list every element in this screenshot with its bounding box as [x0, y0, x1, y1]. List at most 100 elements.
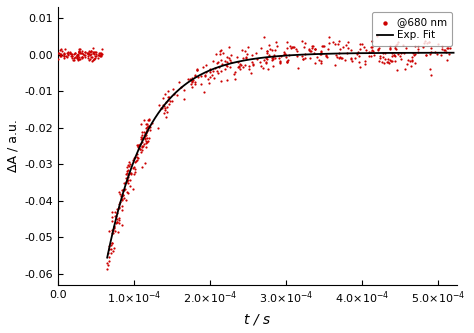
@680 nm	[216, 51, 224, 56]
@680 nm	[124, 172, 131, 177]
@680 nm	[307, 48, 314, 53]
@680 nm	[280, 52, 288, 57]
@680 nm	[211, 65, 219, 71]
@680 nm	[318, 51, 325, 56]
@680 nm	[54, 51, 62, 56]
@680 nm	[336, 51, 343, 56]
@680 nm	[227, 59, 235, 64]
@680 nm	[86, 56, 94, 61]
@680 nm	[286, 43, 293, 49]
@680 nm	[134, 151, 141, 156]
Exp. Fit	[122, 185, 128, 189]
@680 nm	[110, 225, 118, 230]
@680 nm	[390, 52, 398, 57]
@680 nm	[299, 39, 306, 44]
@680 nm	[391, 45, 399, 51]
@680 nm	[142, 145, 149, 150]
Exp. Fit	[273, 54, 278, 58]
@680 nm	[249, 62, 257, 67]
@680 nm	[118, 196, 125, 201]
@680 nm	[117, 199, 124, 205]
@680 nm	[356, 65, 364, 70]
@680 nm	[74, 52, 82, 58]
@680 nm	[309, 46, 316, 51]
@680 nm	[276, 58, 283, 64]
@680 nm	[427, 45, 435, 50]
@680 nm	[191, 72, 199, 78]
@680 nm	[348, 58, 356, 63]
@680 nm	[428, 50, 435, 55]
@680 nm	[124, 163, 132, 168]
@680 nm	[123, 168, 131, 173]
@680 nm	[133, 157, 141, 163]
@680 nm	[343, 50, 351, 55]
@680 nm	[97, 54, 104, 59]
@680 nm	[311, 47, 319, 52]
@680 nm	[108, 209, 116, 214]
@680 nm	[259, 65, 267, 70]
@680 nm	[193, 67, 201, 72]
@680 nm	[335, 42, 342, 47]
@680 nm	[401, 67, 409, 72]
@680 nm	[77, 51, 84, 56]
@680 nm	[414, 49, 422, 55]
@680 nm	[138, 148, 146, 153]
@680 nm	[379, 50, 387, 55]
@680 nm	[375, 58, 383, 63]
@680 nm	[347, 55, 355, 61]
@680 nm	[343, 43, 350, 48]
@680 nm	[123, 178, 131, 184]
@680 nm	[385, 60, 392, 65]
@680 nm	[70, 52, 78, 57]
@680 nm	[188, 85, 196, 90]
@680 nm	[133, 158, 140, 164]
Exp. Fit	[441, 51, 447, 55]
@680 nm	[118, 197, 126, 203]
@680 nm	[188, 79, 196, 85]
@680 nm	[140, 130, 147, 135]
@680 nm	[76, 55, 83, 60]
@680 nm	[57, 51, 65, 56]
@680 nm	[285, 52, 292, 58]
@680 nm	[111, 209, 119, 215]
@680 nm	[145, 117, 153, 123]
@680 nm	[344, 40, 352, 45]
@680 nm	[442, 49, 450, 55]
@680 nm	[60, 50, 67, 56]
@680 nm	[97, 54, 104, 59]
@680 nm	[60, 53, 68, 58]
@680 nm	[137, 135, 145, 140]
@680 nm	[117, 194, 124, 199]
@680 nm	[85, 48, 92, 54]
@680 nm	[62, 53, 70, 58]
@680 nm	[142, 139, 150, 144]
@680 nm	[155, 102, 163, 108]
@680 nm	[317, 49, 325, 54]
@680 nm	[384, 56, 392, 61]
@680 nm	[67, 51, 74, 56]
@680 nm	[312, 46, 319, 52]
@680 nm	[87, 50, 94, 55]
@680 nm	[216, 64, 223, 69]
@680 nm	[314, 54, 321, 60]
@680 nm	[386, 57, 394, 63]
@680 nm	[317, 52, 324, 57]
@680 nm	[141, 131, 148, 136]
@680 nm	[388, 50, 395, 55]
@680 nm	[141, 117, 148, 122]
@680 nm	[264, 50, 271, 56]
@680 nm	[57, 47, 64, 52]
@680 nm	[265, 43, 273, 48]
@680 nm	[56, 54, 64, 59]
@680 nm	[127, 171, 134, 176]
@680 nm	[383, 59, 391, 64]
@680 nm	[104, 250, 111, 255]
@680 nm	[438, 52, 445, 57]
@680 nm	[325, 47, 332, 52]
@680 nm	[443, 58, 450, 63]
@680 nm	[107, 243, 115, 248]
@680 nm	[64, 52, 72, 57]
@680 nm	[446, 45, 454, 50]
@680 nm	[363, 48, 370, 53]
@680 nm	[221, 66, 229, 72]
